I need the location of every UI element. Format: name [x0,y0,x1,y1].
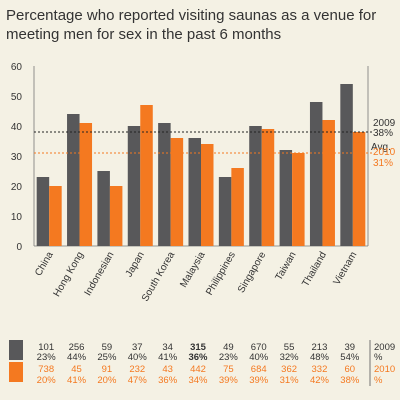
table-2010-n: 60 [345,364,356,375]
y-tick-label: 20 [11,182,23,193]
bar-2009-indonesian [97,171,110,246]
table-2010-n: 45 [71,364,82,375]
table-2009-n: 59 [102,342,113,353]
x-tick-label: Singapore [236,250,269,295]
table-2009-n: 55 [284,342,295,353]
bar-2009-taiwan [279,150,293,246]
bar-2010-vietnam [352,132,366,246]
bar-2009-thailand [309,102,323,246]
table-2010-n: 738 [38,364,54,375]
bar-2009-philippines [218,177,232,246]
table-2010-pct: 39% [249,375,269,386]
table-key-2009-year: 2009 [374,342,395,353]
table-2009-n: 670 [251,342,267,353]
table-2009-n: 315 [190,342,207,353]
table-2009-pct: 23% [37,352,57,363]
table-key-2010-year: 2010 [374,364,395,375]
avg-label-text: Avg. [371,142,391,153]
table-2010-pct: 47% [128,375,148,386]
table-2010-n: 442 [190,364,206,375]
x-tick-label: Vietnam [332,250,360,287]
avg-label-2009-year: 2009 [373,118,396,129]
avg-label-2009-value: 38% [373,128,393,139]
table-2009-n: 39 [345,342,356,353]
x-tick-label: Malaysia [178,250,207,290]
bar-2009-malaysia [188,138,201,246]
x-tick-label: Taiwan [274,250,299,282]
table-2009-pct: 40% [249,352,269,363]
table-key-2010-unit: % [374,375,383,386]
y-tick-label: 60 [11,62,23,73]
legend-swatch-2010 [9,362,23,382]
table-2009-pct: 40% [128,352,148,363]
y-tick-label: 50 [11,92,23,103]
table-2009-pct: 36% [188,352,208,363]
bar-2009-singapore [249,126,262,246]
chart-title: Percentage who reported visiting saunas … [6,7,377,43]
table-2009-n: 101 [38,342,54,353]
y-tick-label: 0 [16,242,22,253]
x-tick-label: Indonesian [83,250,117,298]
bar-2010-japan [140,105,153,246]
table-2010-pct: 42% [310,375,330,386]
table-2010-pct: 38% [340,375,360,386]
y-tick-label: 30 [11,152,23,163]
table-2010-n: 232 [129,364,145,375]
x-tick-label: Philippines [204,250,238,297]
bar-2009-china [36,177,50,246]
bar-2010-thailand [322,120,335,246]
table-2010-n: 75 [223,364,234,375]
table-2010-pct: 20% [37,375,57,386]
table-2009-n: 49 [223,342,234,353]
x-tick-label: Thailand [300,250,329,289]
table-2010-n: 91 [102,364,113,375]
legend-swatch-2009 [9,340,23,360]
y-tick-label: 40 [11,122,23,133]
table-2009-n: 34 [162,342,173,353]
table-2009-n: 37 [132,342,143,353]
table-2010-n: 362 [281,364,297,375]
table-2009-pct: 25% [97,352,117,363]
bar-2010-singapore [261,129,275,246]
bar-2010-china [49,186,62,246]
table-2009-n: 213 [312,342,328,353]
bar-2009-japan [127,126,141,246]
x-tick-label: China [33,250,56,279]
bar-2010-taiwan [292,153,305,246]
x-tick-label: Hong Kong [52,250,87,299]
table-2009-pct: 44% [67,352,87,363]
table-2010-pct: 39% [219,375,239,386]
bar-2010-malaysia [201,144,214,246]
table-2010-pct: 20% [97,375,117,386]
table-2009-pct: 41% [158,352,178,363]
avg-label-2010-value: 31% [373,158,393,169]
y-tick-label: 10 [11,212,23,223]
table-2009-pct: 23% [219,352,239,363]
table-2010-pct: 36% [158,375,178,386]
table-2010-n: 684 [251,364,267,375]
table-2010-pct: 31% [280,375,300,386]
bar-2010-indonesian [109,186,123,246]
table-2009-pct: 48% [310,352,330,363]
table-2010-n: 43 [162,364,173,375]
table-2010-pct: 34% [188,375,208,386]
bar-2010-philippines [231,168,244,246]
x-tick-label: Japan [124,250,147,279]
bar-2009-hong-kong [67,114,80,246]
bar-2010-hong-kong [79,123,93,246]
bar-2009-vietnam [340,84,353,246]
table-2009-pct: 54% [340,352,360,363]
table-2009-n: 256 [69,342,85,353]
avg-label-2010-year: 2010 [373,147,396,158]
table-key-2009-unit: % [374,352,383,363]
table-2009-pct: 32% [280,352,300,363]
bar-2010-south-korea [170,138,184,246]
table-2010-pct: 41% [67,375,87,386]
table-2010-n: 332 [312,364,328,375]
bar-2009-south-korea [158,123,171,246]
